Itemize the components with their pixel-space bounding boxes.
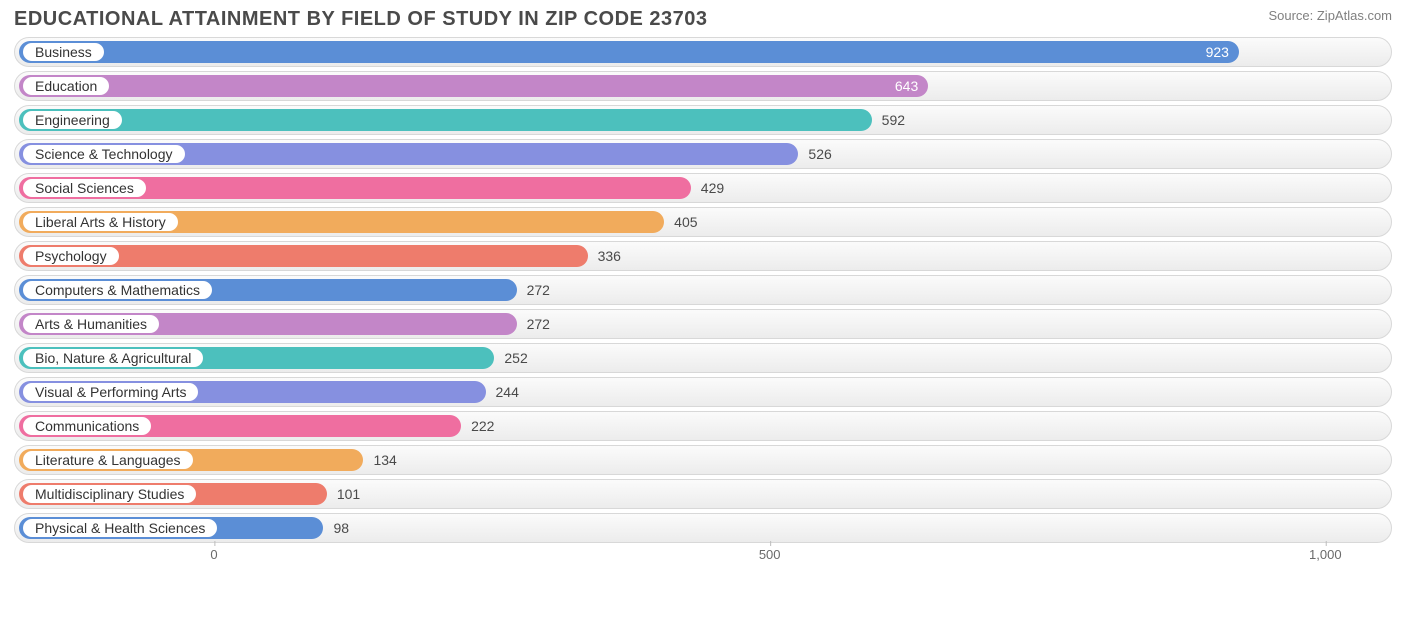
category-label: Physical & Health Sciences (35, 520, 205, 536)
category-pill: Literature & Languages (21, 449, 195, 471)
category-pill: Psychology (21, 245, 121, 267)
bar-row: Social Sciences 429 (14, 173, 1392, 203)
category-label: Liberal Arts & History (35, 214, 166, 230)
chart-title: EDUCATIONAL ATTAINMENT BY FIELD OF STUDY… (14, 8, 708, 31)
bar-chart: 923 Business 643 Education Engineering 592 Sci… (14, 37, 1392, 543)
bar-value: 98 (333, 514, 349, 542)
category-pill: Communications (21, 415, 153, 437)
category-label: Engineering (35, 112, 110, 128)
category-label: Social Sciences (35, 180, 134, 196)
bar-value: 592 (882, 106, 905, 134)
category-label: Visual & Performing Arts (35, 384, 186, 400)
category-pill: Computers & Mathematics (21, 279, 214, 301)
bar-fill (19, 109, 872, 131)
x-axis: 0 500 1,000 (14, 547, 1392, 571)
category-label: Arts & Humanities (35, 316, 147, 332)
category-pill: Social Sciences (21, 177, 148, 199)
axis-tick: 500 (759, 547, 781, 562)
category-label: Business (35, 44, 92, 60)
bar-row: Bio, Nature & Agricultural 252 (14, 343, 1392, 373)
category-pill: Liberal Arts & History (21, 211, 180, 233)
bar-row: Computers & Mathematics 272 (14, 275, 1392, 305)
bar-row: 643 Education (14, 71, 1392, 101)
category-label: Literature & Languages (35, 452, 181, 468)
axis-tick-label: 1,000 (1309, 547, 1342, 562)
bar-row: Psychology 336 (14, 241, 1392, 271)
category-label: Psychology (35, 248, 107, 264)
bar-row: Science & Technology 526 (14, 139, 1392, 169)
category-label: Communications (35, 418, 139, 434)
bar-value: 526 (808, 140, 831, 168)
bar-row: Literature & Languages 134 (14, 445, 1392, 475)
category-label: Education (35, 78, 97, 94)
axis-tick-label: 500 (759, 547, 781, 562)
bar-fill: 643 (19, 75, 928, 97)
axis-tick-label: 0 (210, 547, 217, 562)
category-label: Science & Technology (35, 146, 173, 162)
bar-row: Engineering 592 (14, 105, 1392, 135)
category-pill: Visual & Performing Arts (21, 381, 200, 403)
bar-row: Visual & Performing Arts 244 (14, 377, 1392, 407)
bar-row: Communications 222 (14, 411, 1392, 441)
bar-row: Physical & Health Sciences 98 (14, 513, 1392, 543)
bar-row: Multidisciplinary Studies 101 (14, 479, 1392, 509)
bar-value: 101 (337, 480, 360, 508)
bar-value: 134 (373, 446, 396, 474)
bar-value: 429 (701, 174, 724, 202)
category-pill: Multidisciplinary Studies (21, 483, 198, 505)
chart-header: EDUCATIONAL ATTAINMENT BY FIELD OF STUDY… (14, 8, 1392, 31)
category-label: Bio, Nature & Agricultural (35, 350, 191, 366)
bar-value: 222 (471, 412, 494, 440)
bar-value: 244 (496, 378, 519, 406)
category-label: Multidisciplinary Studies (35, 486, 184, 502)
axis-tick: 1,000 (1309, 547, 1342, 562)
bar-value: 643 (895, 75, 918, 97)
bar-value: 272 (527, 310, 550, 338)
category-pill: Business (21, 41, 106, 63)
bar-row: Arts & Humanities 272 (14, 309, 1392, 339)
chart-source: Source: ZipAtlas.com (1268, 8, 1392, 23)
category-label: Computers & Mathematics (35, 282, 200, 298)
bar-value: 336 (598, 242, 621, 270)
axis-tick: 0 (210, 547, 217, 562)
category-pill: Education (21, 75, 111, 97)
bar-value: 272 (527, 276, 550, 304)
bar-fill: 923 (19, 41, 1239, 63)
bar-value: 405 (674, 208, 697, 236)
category-pill: Bio, Nature & Agricultural (21, 347, 205, 369)
category-pill: Science & Technology (21, 143, 187, 165)
bar-row: Liberal Arts & History 405 (14, 207, 1392, 237)
bar-value: 252 (504, 344, 527, 372)
category-pill: Arts & Humanities (21, 313, 161, 335)
bar-row: 923 Business (14, 37, 1392, 67)
category-pill: Engineering (21, 109, 124, 131)
category-pill: Physical & Health Sciences (21, 517, 219, 539)
bar-value: 923 (1206, 41, 1229, 63)
